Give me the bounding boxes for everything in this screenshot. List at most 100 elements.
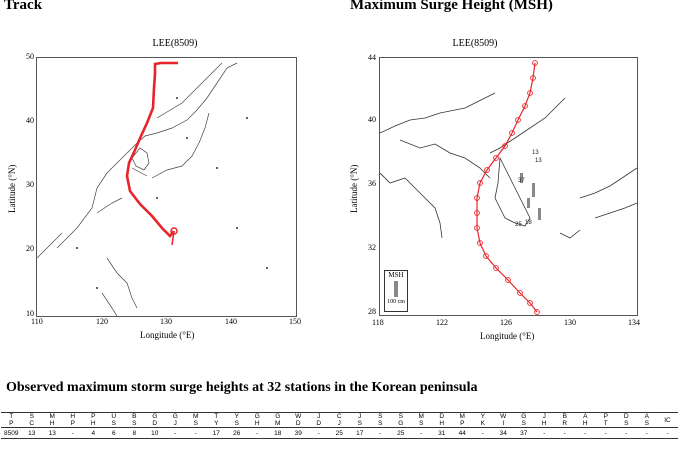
station-value-cell: 10 <box>144 427 165 439</box>
station-header-line1: W <box>295 413 302 420</box>
station-header-line2: S <box>624 420 629 427</box>
station-header-line1: S <box>398 413 403 420</box>
station-value-cell: - <box>616 427 637 439</box>
left-map-svg <box>37 61 268 316</box>
right-x-tick-2: 126 <box>500 318 512 327</box>
left-y-tick-1: 40 <box>26 116 34 125</box>
station-header-line1: M <box>459 413 465 420</box>
station-header-line1: G <box>275 413 281 420</box>
station-header-line2: G <box>398 420 404 427</box>
station-header-line1: G <box>254 413 260 420</box>
station-header-line2: S <box>378 420 383 427</box>
station-value-cell: - <box>657 427 678 439</box>
station-header-line2: P <box>70 420 75 427</box>
left-ylabel: Latitude (°N) <box>7 164 17 213</box>
station-header-line2: C <box>29 420 35 427</box>
left-x-tick-3: 140 <box>225 317 237 326</box>
station-header-line2: P <box>9 420 14 427</box>
typhoon-track-right <box>476 62 538 313</box>
station-header-line1: A <box>583 413 588 420</box>
station-value-cell: - <box>247 427 268 439</box>
typhoon-track-left <box>125 61 178 238</box>
station-header-line1: G <box>152 413 158 420</box>
station-header-line1: C <box>336 413 342 420</box>
station-header-line1: P <box>91 413 96 420</box>
heading-track: Track <box>4 0 43 13</box>
station-header-line2: H <box>439 420 445 427</box>
station-header-line2: H <box>541 420 547 427</box>
station-value-cell: 13 <box>21 427 42 439</box>
station-header-line2: P <box>460 420 465 427</box>
station-header-line2: R <box>562 420 568 427</box>
station-value-cell: - <box>636 427 657 439</box>
station-header-line1: D <box>439 413 445 420</box>
right-y-tick-2: 36 <box>368 179 376 188</box>
left-xlabel: Longitude (°E) <box>140 330 195 340</box>
station-header-line1: Y <box>234 413 239 420</box>
station-header-line1: W <box>500 413 507 420</box>
station-header-line1: S <box>378 413 383 420</box>
station-header-line1: M <box>418 413 424 420</box>
station-header-line2: H <box>582 420 588 427</box>
heading-msh: Maximum Surge Height (MSH) <box>350 0 553 13</box>
track-points-right <box>474 60 540 315</box>
msh-legend-title: MSH <box>388 271 404 279</box>
station-header-line2: D <box>152 420 158 427</box>
right-x-tick-1: 122 <box>436 318 448 327</box>
station-value-cell: - <box>554 427 575 439</box>
station-header-line1: IC <box>664 416 671 424</box>
station-header-cell: IC <box>657 412 678 428</box>
station-label-3: 18 <box>525 220 532 226</box>
left-map-title: LEE(8509) <box>152 38 198 49</box>
station-header-line1: G <box>172 413 178 420</box>
station-value-cell: - <box>595 427 616 439</box>
station-value-cell: 25 <box>390 427 411 439</box>
station-header-line1: M <box>193 413 199 420</box>
station-header-line2: K <box>480 420 485 427</box>
station-header-line1: G <box>521 413 527 420</box>
station-header-line1: T <box>214 413 219 420</box>
station-value-cell: - <box>411 427 432 439</box>
station-label-1: 13 <box>535 158 542 164</box>
coastline-right <box>380 92 637 239</box>
left-x-tick-1: 120 <box>96 317 108 326</box>
right-y-tick-0: 44 <box>368 53 376 62</box>
right-map-svg: 13 13 37 18 25 <box>380 60 637 315</box>
right-map-frame: 13 13 37 18 25 MSH 100 cm <box>379 57 638 316</box>
station-header-line2: H <box>90 420 96 427</box>
station-header-line2: D <box>295 420 301 427</box>
right-y-tick-1: 40 <box>368 115 376 124</box>
station-value-cell: 8509 <box>1 427 22 439</box>
station-header-line1: J <box>317 413 321 420</box>
station-header-line2: T <box>603 420 608 427</box>
station-value-cell: 26 <box>226 427 247 439</box>
station-value-cell: - <box>62 427 83 439</box>
track-start-stem <box>171 230 175 246</box>
station-header-line2: S <box>234 420 239 427</box>
island-dots-left <box>76 97 268 289</box>
station-header-line2: S <box>521 420 526 427</box>
right-x-tick-3: 130 <box>564 318 576 327</box>
station-value-cell: - <box>575 427 596 439</box>
right-x-tick-4: 134 <box>628 318 640 327</box>
surge-bars <box>520 173 541 220</box>
station-value-cell: 8 <box>124 427 145 439</box>
station-value-cell: 17 <box>206 427 227 439</box>
